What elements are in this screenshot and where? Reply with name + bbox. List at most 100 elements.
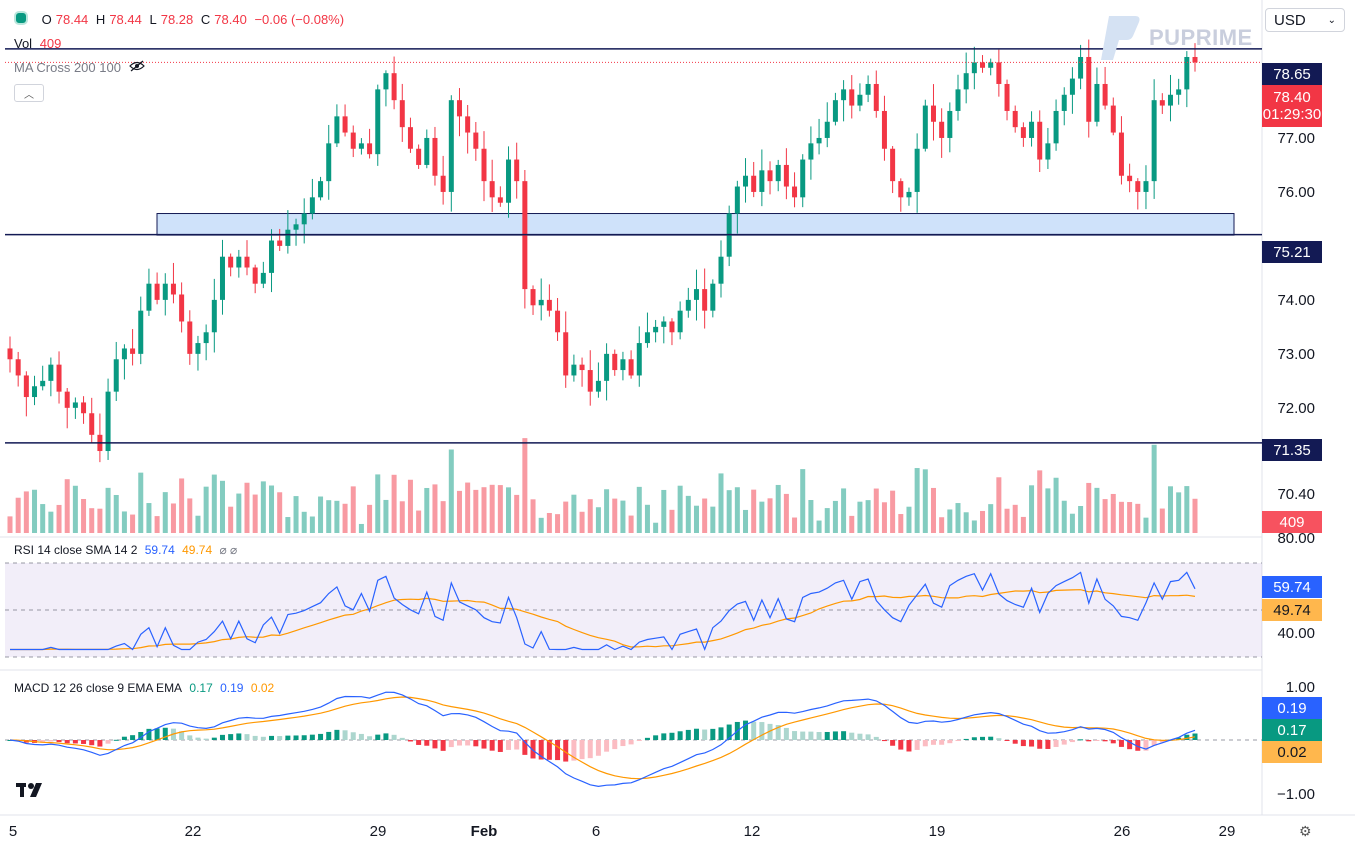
candle[interactable] [64,388,70,429]
candle[interactable] [1020,122,1026,147]
candle[interactable] [1135,178,1141,210]
candle[interactable] [334,104,340,148]
candle[interactable] [522,170,528,309]
candle[interactable] [195,335,201,371]
candle[interactable] [391,56,397,110]
candle[interactable] [228,253,234,277]
candle[interactable] [800,154,806,208]
candle[interactable] [301,198,307,244]
candle[interactable] [644,312,650,348]
candle[interactable] [293,218,299,246]
candle[interactable] [48,357,54,397]
candle[interactable] [1184,51,1190,108]
candle[interactable] [743,158,749,203]
candle[interactable] [1078,44,1084,90]
candle[interactable] [538,278,544,321]
candle[interactable] [162,273,168,316]
candle[interactable] [72,397,78,419]
candle[interactable] [1012,105,1018,133]
candle[interactable] [506,146,512,218]
candle[interactable] [285,210,291,254]
candle[interactable] [832,92,838,126]
candle[interactable] [726,205,732,267]
candle[interactable] [1061,87,1067,126]
candle[interactable] [89,397,95,443]
candle[interactable] [824,102,830,148]
candle[interactable] [138,296,144,365]
candle[interactable] [734,180,740,234]
candle[interactable] [81,396,87,424]
tradingview-logo-icon[interactable] [16,780,48,808]
candle[interactable] [1045,127,1051,169]
candle[interactable] [121,344,127,380]
candle[interactable] [432,126,438,186]
candle[interactable] [1192,43,1198,72]
candle[interactable] [873,70,879,118]
candle[interactable] [1037,110,1043,173]
candle[interactable] [604,343,610,401]
candle[interactable] [1167,74,1173,122]
candle[interactable] [1143,165,1149,210]
candle[interactable] [375,84,381,166]
candle[interactable] [56,351,62,404]
candle[interactable] [440,155,446,205]
candle[interactable] [963,52,969,104]
candle[interactable] [350,125,356,158]
candle[interactable] [236,249,242,278]
candle[interactable] [473,122,479,161]
candle[interactable] [710,279,716,318]
ma-legend[interactable]: MA Cross 200 100 [14,60,149,75]
candle[interactable] [906,187,912,206]
candle[interactable] [612,349,618,376]
candle[interactable] [579,357,585,387]
candle[interactable] [424,129,430,169]
candle[interactable] [546,284,552,317]
candle[interactable] [383,70,389,107]
candle[interactable] [1086,39,1092,138]
candle[interactable] [636,326,642,387]
candle[interactable] [792,172,798,208]
candle[interactable] [358,138,364,155]
candle[interactable] [456,88,462,137]
candle[interactable] [465,105,471,154]
candle[interactable] [971,46,977,90]
candle[interactable] [252,264,258,294]
macd-line[interactable] [9,691,1196,788]
candle[interactable] [1110,97,1116,136]
candle[interactable] [996,49,1002,97]
candle[interactable] [40,365,46,391]
candle[interactable] [947,102,953,153]
candle[interactable] [23,371,29,417]
candle[interactable] [448,95,454,212]
candle[interactable] [203,324,209,361]
candle[interactable] [767,161,773,195]
candle[interactable] [416,144,422,169]
candle[interactable] [318,176,324,201]
candle[interactable] [260,261,266,289]
candle[interactable] [113,341,119,401]
candle[interactable] [955,74,961,121]
candle[interactable] [154,272,160,305]
candle[interactable] [571,354,577,382]
candle[interactable] [367,128,373,159]
candle[interactable] [881,95,887,161]
candle[interactable] [628,350,634,379]
candle[interactable] [497,186,503,207]
candle[interactable] [211,278,217,353]
macd-signal-line[interactable] [9,696,1196,780]
candle[interactable] [309,178,315,220]
candle[interactable] [179,282,185,333]
candle[interactable] [677,301,683,340]
candle[interactable] [653,319,659,343]
candle[interactable] [759,149,765,207]
candle[interactable] [1127,163,1133,193]
candle[interactable] [1029,111,1035,147]
currency-select[interactable]: USD ⌄ [1265,8,1345,32]
candle[interactable] [146,268,152,316]
candle[interactable] [980,55,986,73]
candle[interactable] [914,133,920,213]
candle[interactable] [269,229,275,293]
candle[interactable] [857,83,863,112]
candle[interactable] [1004,79,1010,121]
